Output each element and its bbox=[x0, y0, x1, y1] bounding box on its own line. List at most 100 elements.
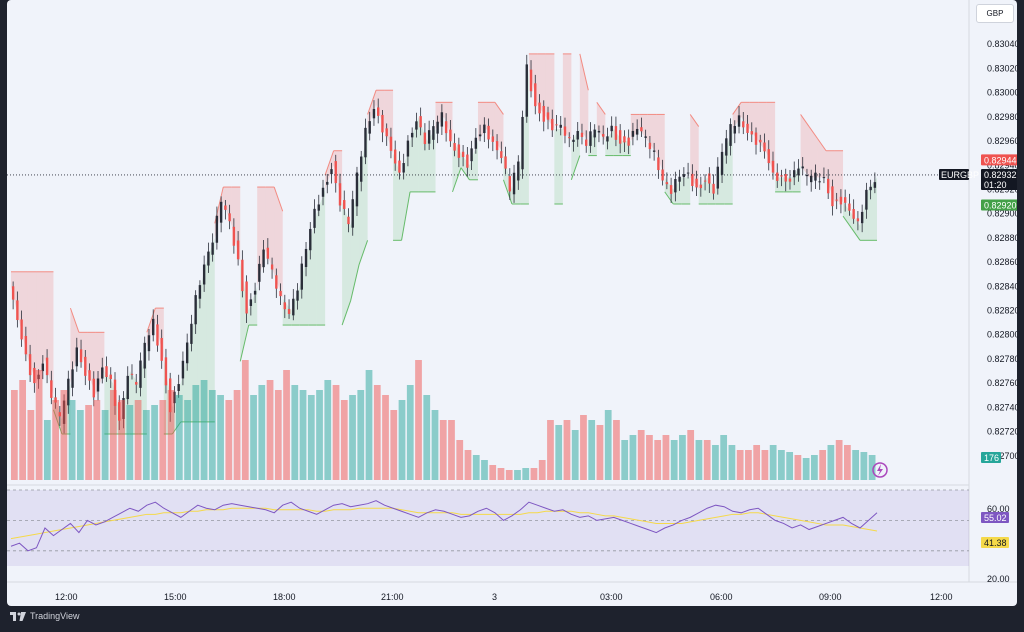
candle-body bbox=[640, 127, 643, 132]
candle-body bbox=[635, 128, 639, 135]
lower-band-line bbox=[358, 240, 369, 265]
candle-body bbox=[695, 178, 698, 188]
volume-bar bbox=[695, 440, 703, 480]
lightning-bolt-icon bbox=[877, 464, 883, 476]
candle-body bbox=[712, 183, 715, 194]
candle-body bbox=[720, 151, 724, 175]
band-fill bbox=[681, 177, 691, 204]
candle-body bbox=[831, 186, 834, 207]
volume-bar bbox=[860, 452, 868, 480]
band-fill bbox=[809, 126, 818, 178]
candle-body bbox=[143, 342, 146, 369]
volume-bar bbox=[778, 450, 785, 480]
volume-bar bbox=[184, 400, 191, 480]
candle-body bbox=[686, 172, 690, 174]
candle-body bbox=[474, 137, 478, 149]
candle-body bbox=[826, 178, 830, 194]
candle-body bbox=[24, 335, 28, 355]
volume-bar bbox=[382, 395, 389, 480]
candle-body bbox=[652, 150, 656, 152]
candle-body bbox=[152, 318, 155, 336]
candle-body bbox=[253, 290, 257, 295]
candle-body bbox=[313, 208, 316, 228]
band-fill bbox=[316, 189, 326, 326]
chart-canvas[interactable]: 0.83040 0.83020 0.83000 0.82980 0.82960 0.829… bbox=[7, 0, 1017, 606]
candle-body bbox=[355, 172, 359, 207]
candle-body bbox=[444, 121, 448, 134]
y-tick-label: 0.82780 bbox=[987, 354, 1017, 364]
volume-bar bbox=[852, 450, 860, 480]
candle-body bbox=[843, 197, 847, 203]
volume-bar bbox=[266, 380, 274, 480]
rsi-line bbox=[10, 500, 878, 552]
candle-body bbox=[402, 163, 405, 173]
candle-body bbox=[423, 132, 427, 145]
candle-body bbox=[415, 121, 418, 130]
candle-body bbox=[839, 196, 843, 205]
candle-body bbox=[614, 126, 618, 140]
band-fill bbox=[206, 237, 215, 422]
rsi-ma-badge bbox=[981, 537, 1009, 548]
tradingview-logo[interactable]: TradingView bbox=[10, 611, 80, 621]
candle-body bbox=[576, 131, 579, 140]
y-tick-label: 0.82860 bbox=[987, 257, 1017, 267]
candle-body bbox=[517, 161, 520, 181]
volume-bar bbox=[580, 415, 587, 480]
chart-frame[interactable]: 0.83040 0.83020 0.83000 0.82980 0.82960 0.829… bbox=[7, 0, 1017, 606]
currency-selector[interactable]: GBP bbox=[976, 4, 1014, 23]
candle-body bbox=[79, 349, 83, 363]
y-tick-label: 0.82800 bbox=[987, 330, 1017, 340]
candle-body bbox=[865, 189, 868, 210]
candle-body bbox=[258, 263, 261, 282]
candle-body bbox=[665, 182, 669, 185]
candle-body bbox=[41, 363, 45, 372]
volume-bar bbox=[76, 410, 84, 480]
volume-bar bbox=[703, 440, 711, 480]
rsi-level-label: 60.00 bbox=[987, 504, 1010, 514]
candle-body bbox=[410, 132, 414, 138]
y-tick-label: 0.82840 bbox=[987, 281, 1017, 291]
candle-body bbox=[147, 335, 151, 352]
candle-body bbox=[572, 139, 575, 142]
candle-body bbox=[618, 130, 622, 144]
lower-band-line bbox=[851, 227, 861, 241]
candle-body bbox=[300, 263, 303, 290]
candle-body bbox=[245, 281, 248, 314]
candle-body bbox=[419, 116, 422, 128]
candle-body bbox=[793, 170, 796, 178]
last-price-badge bbox=[981, 168, 1017, 190]
candle-body bbox=[470, 148, 473, 162]
candle-body bbox=[551, 118, 554, 131]
rsi-value-badge bbox=[981, 512, 1009, 523]
candle-body bbox=[326, 181, 329, 185]
candle-body bbox=[856, 218, 860, 222]
upper-band-line bbox=[579, 53, 589, 91]
volume-bar bbox=[250, 395, 257, 480]
volume-bar bbox=[85, 405, 92, 480]
x-tick-label: 21:00 bbox=[381, 592, 404, 602]
volume-bar bbox=[637, 430, 645, 480]
candle-body bbox=[270, 264, 274, 270]
candle-body bbox=[135, 381, 138, 385]
candle-body bbox=[568, 137, 571, 139]
volume-bar bbox=[448, 420, 455, 480]
candle-body bbox=[661, 169, 664, 181]
candle-body bbox=[228, 213, 231, 222]
candle-body bbox=[177, 384, 180, 391]
volume-badge bbox=[981, 452, 1001, 463]
volume-bar bbox=[258, 385, 266, 480]
candle-body bbox=[164, 357, 168, 386]
candle-body bbox=[500, 151, 503, 158]
volume-bar bbox=[241, 360, 249, 480]
volume-bar bbox=[538, 460, 546, 480]
candle-body bbox=[512, 172, 516, 195]
rsi-ma-line bbox=[10, 507, 878, 540]
candle-body bbox=[28, 354, 32, 376]
volume-bar bbox=[225, 400, 233, 480]
candle-body bbox=[181, 360, 185, 379]
candle-body bbox=[381, 114, 384, 133]
candle-body bbox=[703, 180, 707, 182]
volume-bar bbox=[35, 370, 43, 480]
lower-band-badge-text: 0.82920 bbox=[984, 200, 1017, 210]
candle-body bbox=[742, 121, 745, 128]
